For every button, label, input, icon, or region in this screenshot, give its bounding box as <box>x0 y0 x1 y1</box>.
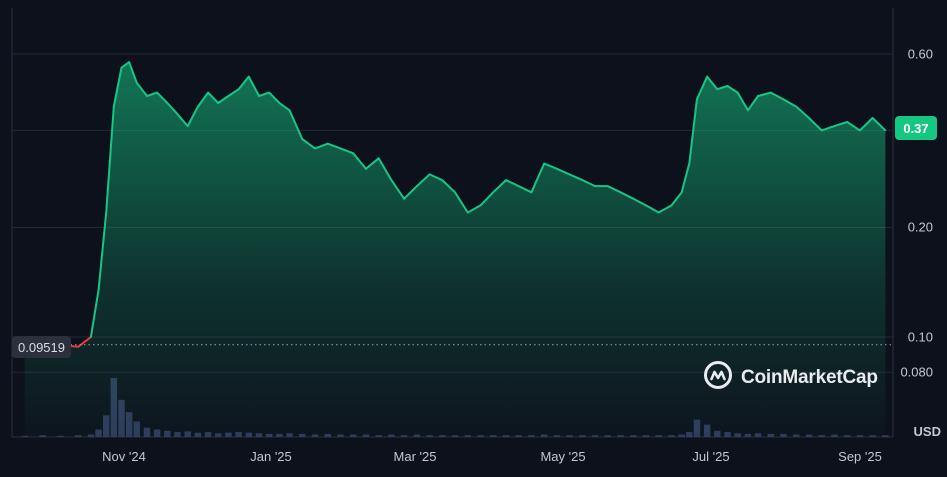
price-point <box>403 197 406 200</box>
price-point <box>112 105 115 108</box>
price-point <box>505 179 507 182</box>
price-point <box>441 179 444 182</box>
price-point <box>594 185 596 187</box>
price-point <box>795 105 798 108</box>
price-point <box>530 191 533 194</box>
x-tick-label: Nov '24 <box>102 449 146 464</box>
price-point <box>716 88 719 91</box>
price-point <box>278 102 281 104</box>
price-point <box>166 102 169 104</box>
price-point <box>105 211 108 214</box>
price-point <box>428 173 431 176</box>
start-price-badge: 0.09519 <box>12 336 71 358</box>
price-point <box>746 109 749 112</box>
price-point <box>146 95 148 97</box>
price-point <box>207 91 209 94</box>
price-point <box>555 167 558 170</box>
price-point <box>415 185 418 187</box>
price-point <box>632 197 635 200</box>
price-point <box>258 95 260 97</box>
price-point <box>176 113 179 116</box>
y-tick-label: 0.10 <box>907 329 933 345</box>
price-point <box>97 288 100 291</box>
price-point <box>736 91 739 94</box>
price-point <box>696 98 698 101</box>
price-point <box>268 91 271 94</box>
price-point <box>688 162 691 165</box>
price-point <box>517 185 520 187</box>
y-tick-label: 0.20 <box>907 219 933 235</box>
price-point <box>581 179 584 182</box>
price-point <box>782 98 785 101</box>
price-point <box>301 138 304 141</box>
price-point <box>619 191 622 194</box>
price-point <box>186 125 189 128</box>
price-point <box>706 75 709 78</box>
price-point <box>820 129 823 132</box>
price-point <box>757 95 759 97</box>
current-price-badge: 0.37 <box>895 116 937 140</box>
price-point <box>90 336 92 338</box>
price-point <box>492 191 495 194</box>
price-point <box>645 204 647 207</box>
price-point <box>352 152 355 155</box>
price-point <box>680 191 683 194</box>
price-point <box>769 91 772 94</box>
price-point <box>846 121 849 123</box>
price-point <box>339 147 342 150</box>
price-point <box>135 81 138 84</box>
price-point <box>543 162 546 165</box>
price-point <box>326 142 329 145</box>
price-point <box>237 88 240 91</box>
price-point <box>670 204 673 207</box>
price-point <box>77 345 80 348</box>
price-point <box>156 91 159 94</box>
price-point <box>227 95 230 97</box>
price-point <box>454 191 456 194</box>
coinmarketcap-logo-icon <box>703 360 733 395</box>
price-point <box>808 117 810 119</box>
y-tick-label: 0.60 <box>907 46 933 62</box>
y-tick-label: 0.080 <box>900 364 933 380</box>
price-area <box>24 62 886 437</box>
price-point <box>657 211 660 214</box>
price-point <box>390 179 393 182</box>
price-point <box>196 105 199 108</box>
brand-name: CoinMarketCap <box>741 366 878 388</box>
price-point <box>568 173 571 176</box>
price-point <box>365 167 367 170</box>
x-tick-label: Jan '25 <box>250 449 292 464</box>
price-point <box>120 66 123 69</box>
price-point <box>128 61 131 64</box>
x-tick-label: Sep '25 <box>838 449 882 464</box>
currency-unit: USD <box>913 424 941 439</box>
price-point <box>726 85 729 87</box>
price-point <box>217 102 220 104</box>
price-point <box>884 129 887 132</box>
price-point <box>858 129 861 132</box>
price-point <box>479 204 482 207</box>
price-point <box>606 185 609 187</box>
price-point <box>466 211 469 214</box>
x-tick-label: Mar '25 <box>393 449 437 464</box>
price-point <box>247 75 250 78</box>
price-point <box>871 117 874 119</box>
price-point <box>288 109 291 112</box>
x-tick-label: May '25 <box>540 449 586 464</box>
price-point <box>377 157 380 160</box>
brand-watermark: CoinMarketCap <box>703 360 878 395</box>
price-point <box>314 147 316 150</box>
x-tick-label: Jul '25 <box>692 449 730 464</box>
price-point <box>833 125 836 128</box>
